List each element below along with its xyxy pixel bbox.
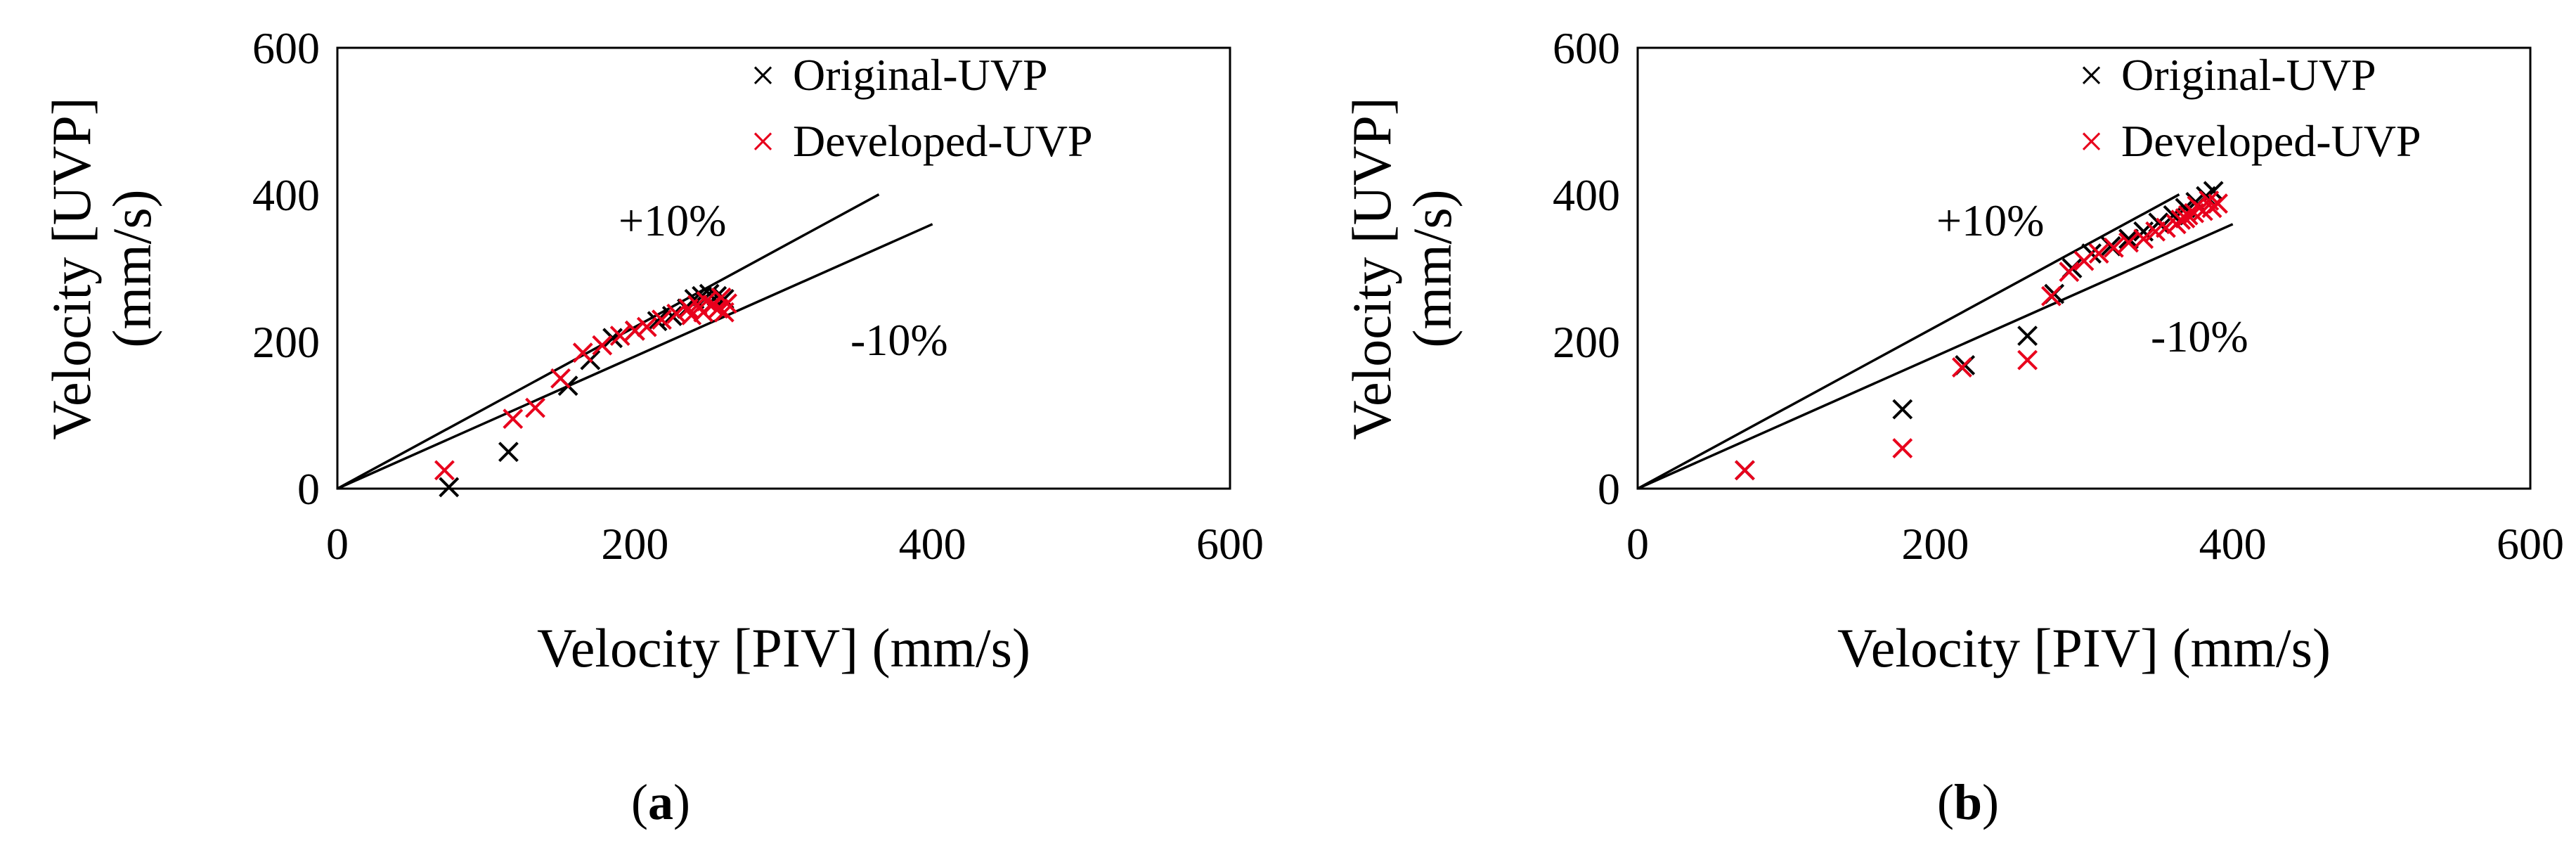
- x-tick-label: 0: [326, 519, 349, 569]
- caption-a: (a): [631, 774, 690, 830]
- y-tick-labels-b: 0 200 400 600: [1553, 23, 1620, 514]
- legend-marker-developed-b: ×: [2079, 118, 2104, 166]
- panel-a-chart: 0 200 400 600 0 200 400 600 +10% -10% × Origin…: [41, 23, 1264, 678]
- legend-a: × Original-UVP × Developed-UVP: [751, 50, 1093, 166]
- data-point-developed: [1734, 460, 1755, 481]
- data-point-developed: [503, 408, 524, 430]
- x-axis-label-a: Velocity [PIV] (mm/s): [537, 617, 1030, 678]
- data-point-developed: [2170, 210, 2191, 230]
- reference-lines-b: [1637, 193, 2234, 490]
- y-tick-label: 0: [297, 464, 320, 514]
- data-point-original: [498, 442, 519, 463]
- data-point-developed: [636, 316, 657, 337]
- y-tick-label: 200: [252, 317, 320, 367]
- ref-label-minus-b: -10%: [2151, 311, 2248, 361]
- x-tick-label: 200: [601, 519, 668, 569]
- data-point-developed: [434, 460, 455, 481]
- y-tick-label: 600: [252, 23, 320, 73]
- legend-marker-developed-a: ×: [751, 118, 775, 166]
- plot-frame-b: [1636, 46, 2532, 490]
- plot-frame-a: [336, 46, 1231, 490]
- data-point-developed: [2041, 285, 2062, 307]
- data-point-developed: [624, 320, 645, 341]
- data-point-developed: [572, 342, 593, 363]
- data-point-original: [647, 311, 668, 332]
- y-axis-label-line2-b: (mm/s): [1402, 189, 1463, 347]
- data-point-developed: [693, 302, 714, 323]
- data-point-developed: [2103, 237, 2124, 258]
- y-axis-label-line1-a: Velocity [UVP]: [41, 97, 102, 439]
- legend-label-original-a: Original-UVP: [793, 50, 1048, 100]
- data-point-developed: [1892, 438, 1913, 458]
- caption-b-letter: b: [1953, 774, 1983, 830]
- y-tick-label: 0: [1598, 464, 1620, 514]
- y-axis-label-line1-b: Velocity [UVP]: [1341, 97, 1402, 439]
- data-point-original: [439, 477, 460, 498]
- data-points-b: [1734, 181, 2228, 481]
- caption-b: (b): [1936, 774, 1999, 830]
- data-point-original: [602, 328, 623, 349]
- data-point-developed: [2017, 349, 2038, 371]
- data-point-developed: [1952, 357, 1972, 378]
- legend-marker-original-b: ×: [2079, 52, 2104, 100]
- x-tick-label: 600: [2497, 519, 2564, 569]
- data-point-developed: [609, 326, 630, 347]
- data-point-developed: [2073, 250, 2095, 271]
- y-axis-label-line2-a: (mm/s): [101, 189, 162, 347]
- data-point-developed: [2118, 232, 2139, 253]
- data-point-developed: [2059, 262, 2080, 283]
- x-tick-labels-a: 0 200 400 600: [326, 519, 1264, 569]
- x-tick-labels-b: 0 200 400 600: [1626, 519, 2564, 569]
- y-tick-label: 200: [1553, 317, 1620, 367]
- data-point-developed: [550, 368, 571, 389]
- x-tick-label: 400: [899, 519, 966, 569]
- ref-label-plus-b: +10%: [1936, 195, 2044, 245]
- data-point-developed: [711, 287, 732, 308]
- ref-label-plus-a: +10%: [619, 195, 726, 245]
- caption-a-letter: a: [648, 774, 673, 830]
- data-point-developed: [592, 335, 613, 356]
- legend-b: × Original-UVP × Developed-UVP: [2079, 50, 2421, 166]
- data-point-developed: [652, 309, 672, 330]
- legend-label-developed-b: Developed-UVP: [2121, 116, 2421, 166]
- data-point-developed: [2133, 228, 2154, 250]
- x-tick-label: 600: [1196, 519, 1264, 569]
- x-tick-label: 200: [1901, 519, 1969, 569]
- x-tick-label: 400: [2199, 519, 2267, 569]
- data-point-developed: [681, 304, 702, 326]
- data-point-original: [1892, 399, 1913, 420]
- panel-b-chart: 0 200 400 600 0 200 400 600 +10% -10% × Origin…: [1341, 23, 2564, 678]
- data-point-developed: [2088, 243, 2109, 264]
- data-point-developed: [2199, 190, 2220, 211]
- data-point-original: [2017, 326, 2038, 347]
- reference-line-minus10: [1637, 223, 2234, 490]
- data-point-original: [2118, 228, 2139, 250]
- legend-label-original-b: Original-UVP: [2121, 50, 2376, 100]
- legend-marker-original-a: ×: [751, 52, 775, 100]
- data-point-developed: [525, 397, 545, 418]
- legend-label-developed-a: Developed-UVP: [793, 116, 1093, 166]
- y-tick-label: 400: [252, 170, 320, 220]
- y-tick-labels-a: 0 200 400 600: [252, 23, 320, 514]
- x-tick-label: 0: [1626, 519, 1649, 569]
- y-tick-label: 600: [1553, 23, 1620, 73]
- y-tick-label: 400: [1553, 170, 1620, 220]
- x-axis-label-b: Velocity [PIV] (mm/s): [1837, 617, 2331, 678]
- data-points-a: [434, 283, 737, 498]
- reference-line-minus10: [337, 223, 933, 490]
- reference-line-plus10: [1637, 193, 2180, 490]
- ref-label-minus-a: -10%: [850, 315, 948, 365]
